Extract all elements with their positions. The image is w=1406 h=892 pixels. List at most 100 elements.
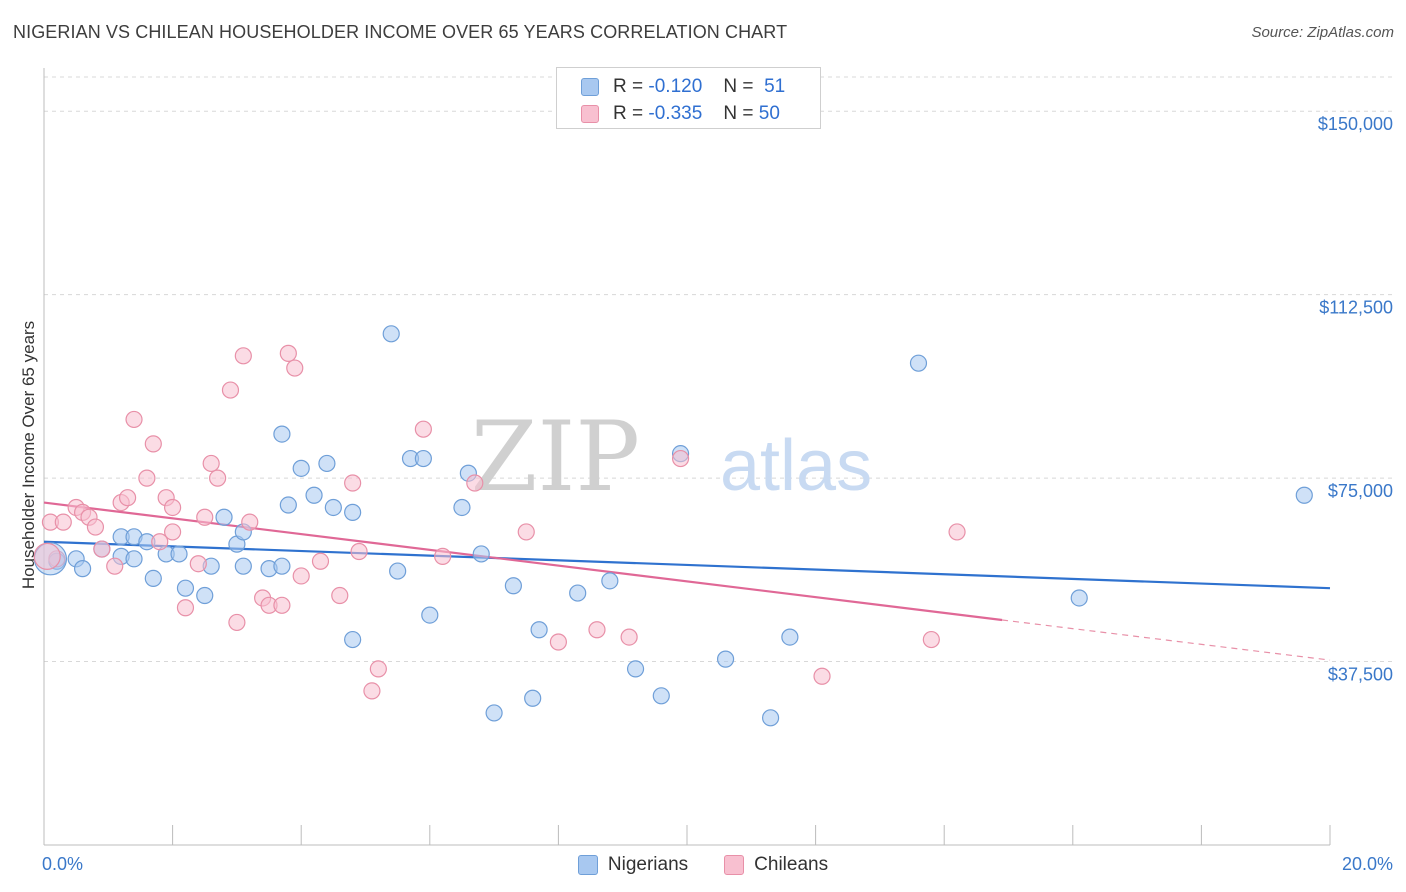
- chileans-point-45: [620, 628, 638, 646]
- x-tick-label-max: 20.0%: [1342, 854, 1393, 874]
- chileans-point-8: [106, 557, 124, 575]
- nigerians-point-48: [781, 628, 799, 646]
- nigerians-point-25: [318, 454, 336, 473]
- chileans-point-26: [241, 513, 259, 531]
- chileans-point-30: [279, 344, 297, 362]
- chart-title: NIGERIAN VS CHILEAN HOUSEHOLDER INCOME O…: [13, 22, 788, 42]
- nigerians-point-50: [1070, 589, 1088, 607]
- x-tick-label-min: 0.0%: [42, 854, 83, 874]
- legend-r-label: R =: [613, 103, 644, 124]
- y-tick-label-1: $75,000: [1328, 481, 1393, 501]
- nigerians-point-30: [389, 562, 407, 580]
- chileans-point-29: [273, 596, 291, 614]
- chileans-point-11: [125, 410, 143, 429]
- bottom-legend-swatch-nigerians: [577, 855, 598, 875]
- legend-n-value: 51: [764, 76, 786, 97]
- nigerians-point-42: [601, 572, 619, 590]
- chileans-point-7: [93, 540, 111, 558]
- legend-n-label: N =: [723, 103, 754, 124]
- nigerians-point-38: [504, 577, 522, 595]
- nigerians-point-28: [344, 630, 362, 649]
- bottom-legend-label-chileans: Chileans: [754, 854, 829, 875]
- chileans-point-19: [189, 555, 207, 573]
- nigerians-point-40: [530, 621, 548, 639]
- nigerians-point-43: [626, 660, 645, 678]
- chileans-point-38: [369, 660, 387, 678]
- nigerians-point-29: [382, 325, 400, 343]
- chileans-point-48: [922, 630, 940, 649]
- legend-n-value: 50: [758, 103, 780, 124]
- chileans-point-25: [234, 347, 252, 365]
- legend-r-value: -0.335: [648, 103, 703, 124]
- nigerians-point-12: [176, 579, 195, 597]
- nigerians-point-9: [144, 569, 162, 588]
- nigerians-point-22: [279, 496, 297, 514]
- chileans-point-21: [202, 454, 220, 473]
- chileans-point-10: [118, 489, 137, 507]
- source-label: Source: ZipAtlas.com: [1251, 24, 1394, 41]
- y-tick-label-3: $150,000: [1318, 114, 1393, 134]
- nigerians-point-26: [324, 498, 342, 517]
- chileans-point-13: [144, 435, 162, 453]
- nigerians-point-51: [1295, 486, 1313, 504]
- legend-n-label: N =: [723, 76, 754, 97]
- chileans-point-22: [209, 469, 227, 487]
- nigerians-point-46: [716, 650, 735, 668]
- y-tick-label-2: $112,500: [1319, 298, 1393, 318]
- nigerians-point-15: [215, 508, 233, 526]
- nigerians-point-5: [125, 550, 143, 568]
- legend: R = -0.120 N = 51 R = -0.335 N = 50: [556, 67, 821, 129]
- chileans-point-16: [164, 523, 182, 541]
- chileans-point-49: [948, 523, 966, 541]
- nigerians-point-47: [761, 709, 780, 727]
- watermark-atlas: atlas: [720, 426, 872, 506]
- nigerians-point-33: [421, 606, 439, 624]
- legend-swatch-nigerians: [581, 78, 599, 96]
- bottom-legend-item-chileans: Chileans: [724, 854, 828, 876]
- legend-row-chileans: R = -0.335 N = 50: [581, 101, 780, 127]
- chileans-point-47: [813, 667, 831, 685]
- nigerians-point-11: [170, 545, 188, 563]
- chileans-point-20: [196, 508, 214, 526]
- chileans-point-37: [363, 682, 381, 700]
- chileans-point-34: [331, 586, 349, 605]
- bottom-legend-item-nigerians: Nigerians: [577, 854, 689, 876]
- bottom-legend-swatch-chileans: [724, 855, 745, 875]
- nigerians-point-32: [414, 449, 432, 468]
- legend-r-label: R =: [613, 76, 644, 97]
- chileans-point-40: [434, 547, 452, 565]
- data-points: [33, 325, 1313, 727]
- nigerians-point-24: [305, 486, 323, 504]
- nigerians-point-49: [909, 354, 928, 372]
- legend-r-value: -0.120: [648, 76, 703, 97]
- axes: [43, 68, 1331, 846]
- nigerians-trend-line: [43, 540, 1331, 590]
- watermark-zip: ZIP: [471, 401, 640, 513]
- chileans-point-23: [221, 381, 240, 399]
- chileans-point-42: [517, 523, 535, 541]
- y-axis-label: Householder Income Over 65 years: [19, 321, 38, 589]
- chileans-point-35: [344, 474, 362, 492]
- nigerians-point-2: [73, 560, 92, 578]
- chileans-point-44: [588, 621, 606, 639]
- nigerians-point-27: [344, 503, 362, 521]
- chileans-point-6: [86, 518, 105, 536]
- nigerians-point-36: [472, 545, 490, 563]
- chileans-point-12: [138, 469, 156, 487]
- chileans-trend-extension: [1001, 619, 1331, 661]
- chileans-point-14: [151, 533, 169, 551]
- chileans-point-24: [228, 613, 246, 632]
- nigerians-point-17: [234, 557, 252, 575]
- chileans-point-41: [466, 474, 484, 492]
- chileans-point-46: [671, 449, 690, 468]
- chileans-point-39: [414, 420, 432, 438]
- nigerians-point-41: [569, 584, 587, 602]
- legend-row-nigerians: R = -0.120 N = 51: [581, 74, 785, 100]
- chileans-point-31: [286, 359, 304, 377]
- chileans-point-36: [350, 542, 368, 561]
- bottom-legend-label-nigerians: Nigerians: [607, 854, 689, 875]
- nigerians-point-13: [196, 586, 214, 605]
- nigerians-point-20: [273, 557, 291, 575]
- nigerians-point-44: [652, 687, 670, 705]
- trend-lines: [43, 501, 1331, 661]
